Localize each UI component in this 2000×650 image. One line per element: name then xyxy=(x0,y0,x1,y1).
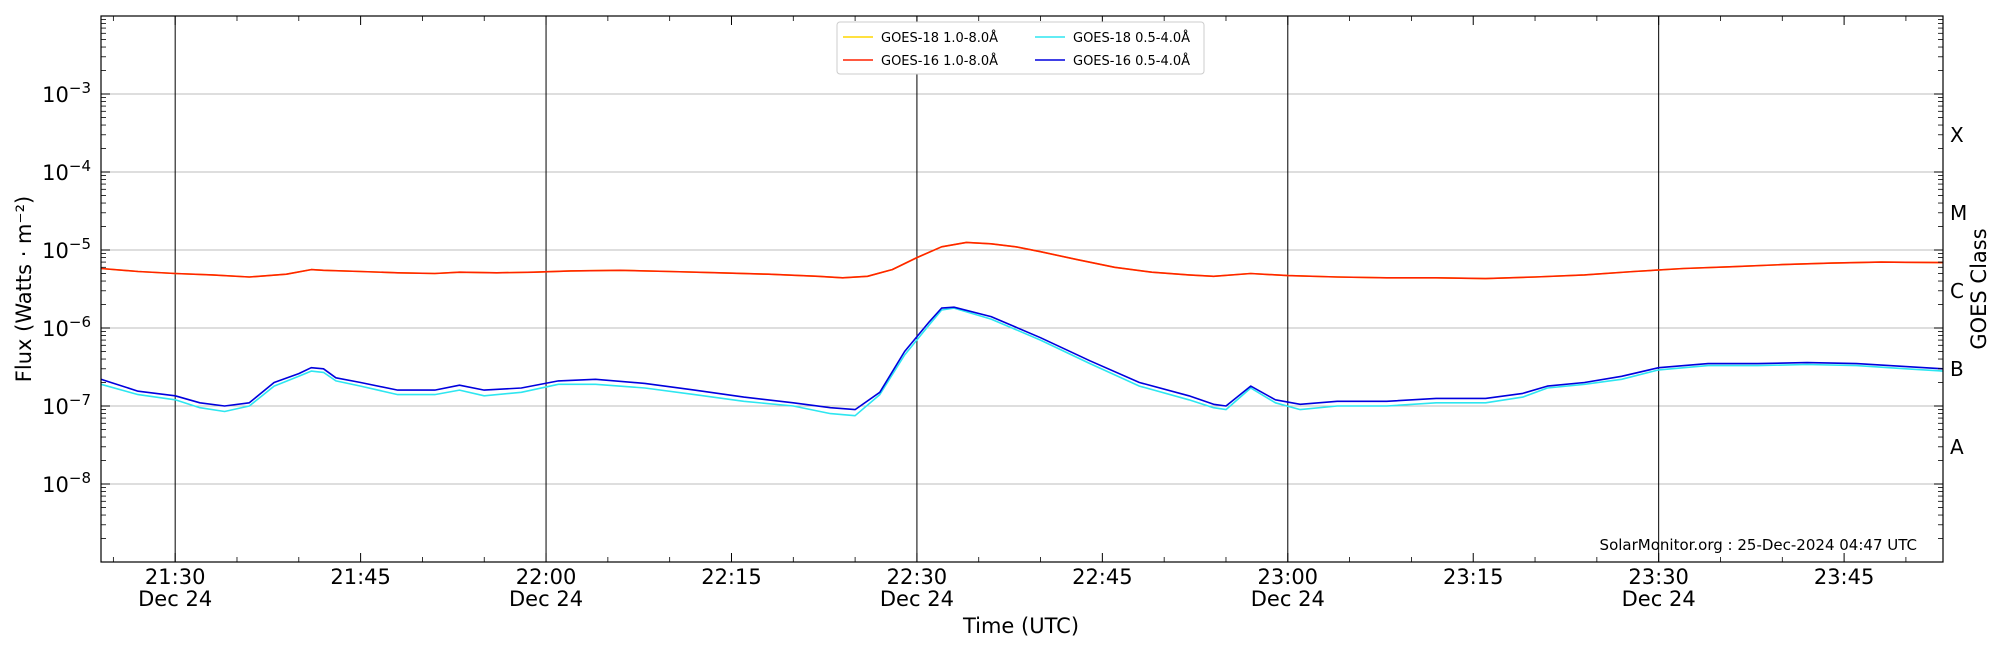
x-tick-label: 22:00 xyxy=(516,565,577,589)
y-tick-label: 10−3 xyxy=(42,79,91,107)
day-hour-markers xyxy=(174,16,1660,562)
series-line xyxy=(100,241,1944,280)
legend-box xyxy=(836,21,1205,75)
x-tick-date-label: Dec 24 xyxy=(1622,587,1696,611)
plot-frame xyxy=(100,15,1944,563)
goes-class-label: A xyxy=(1950,435,1964,459)
y-tick-label: 10−4 xyxy=(42,157,91,185)
y-tick-label: 10−7 xyxy=(42,391,91,419)
goes-class-label: B xyxy=(1950,357,1964,381)
y-tick-label: 10−8 xyxy=(42,469,91,497)
goes-class-label: M xyxy=(1950,201,1967,225)
goes-class-label: X xyxy=(1950,123,1964,147)
x-tick-date-label: Dec 24 xyxy=(138,587,212,611)
x-tick-date-label: Dec 24 xyxy=(509,587,583,611)
x-tick-label: 22:30 xyxy=(887,565,948,589)
x-axis-label: Time (UTC) xyxy=(962,614,1079,638)
legend-label-goes18-long: GOES-18 1.0-8.0Å xyxy=(881,30,998,46)
x-tick-label: 22:45 xyxy=(1072,565,1133,589)
x-tick-date-label: Dec 24 xyxy=(1251,587,1325,611)
y-tick-label: 10−6 xyxy=(42,313,91,341)
legend-label-goes18-short: GOES-18 0.5-4.0Å xyxy=(1073,30,1190,46)
series-line xyxy=(100,306,1944,411)
source-annotation: SolarMonitor.org : 25-Dec-2024 04:47 UTC xyxy=(1600,536,1917,554)
grid-lines xyxy=(101,93,1943,485)
goes-class-axis-label: GOES Class xyxy=(1967,228,1991,349)
series-line xyxy=(100,307,1944,417)
x-tick-label: 23:00 xyxy=(1258,565,1319,589)
y-tick-label: 10−5 xyxy=(42,235,91,263)
goes-class-label: C xyxy=(1950,279,1964,303)
x-tick-label: 23:30 xyxy=(1628,565,1689,589)
x-tick-date-label: Dec 24 xyxy=(880,587,954,611)
x-tick-label: 21:45 xyxy=(330,565,391,589)
x-tick-label: 22:15 xyxy=(701,565,762,589)
legend-label-goes16-long: GOES-16 1.0-8.0Å xyxy=(881,53,998,69)
y-axis-label: Flux (Watts · m⁻²) xyxy=(12,196,36,382)
x-tick-label: 21:30 xyxy=(145,565,206,589)
legend: GOES-18 1.0-8.0Å GOES-18 0.5-4.0Å GOES-1… xyxy=(836,21,1205,75)
x-tick-label: 23:45 xyxy=(1814,565,1875,589)
x-tick-label: 23:15 xyxy=(1443,565,1504,589)
series-lines xyxy=(100,241,1944,417)
legend-label-goes16-short: GOES-16 0.5-4.0Å xyxy=(1073,53,1190,69)
